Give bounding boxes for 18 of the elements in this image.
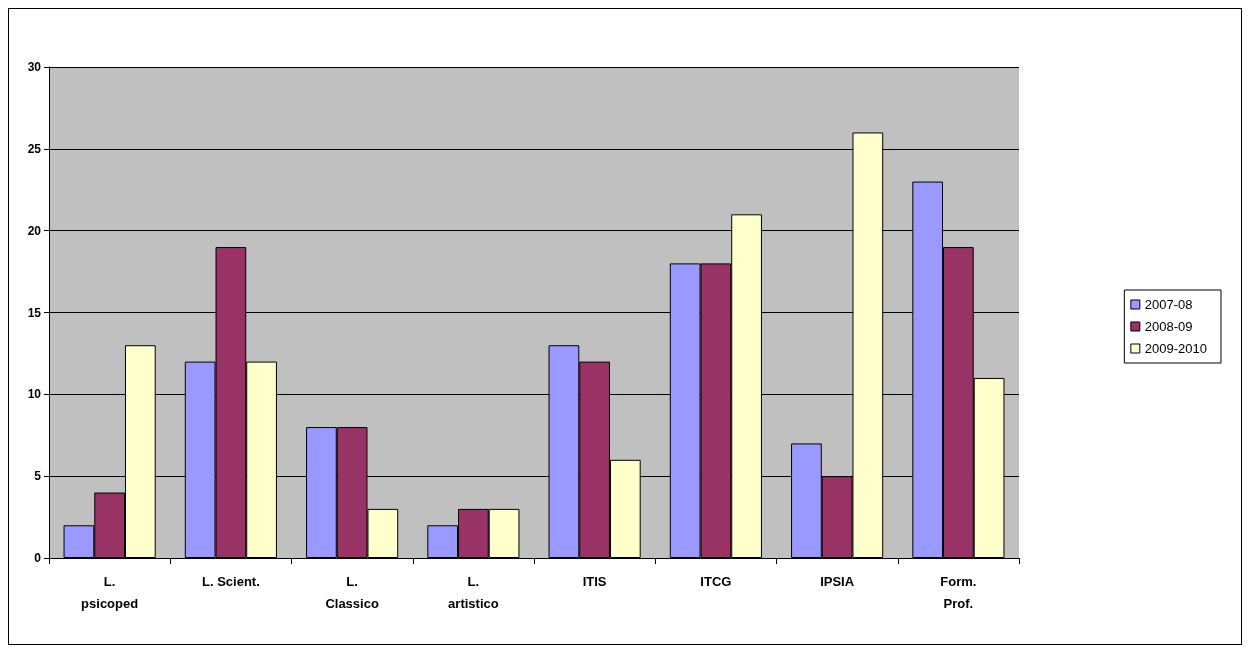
x-tick-label: L. Classico — [325, 573, 379, 611]
legend-label: 2009-2010 — [1144, 341, 1207, 356]
x-tick-label: L. artistico — [448, 573, 499, 611]
y-tick-label: 0 — [34, 551, 42, 565]
x-tick-label: L. psicoped — [81, 573, 139, 611]
x-tick-label: ITIS — [582, 573, 607, 589]
x-tick-label: IPSIA — [820, 573, 855, 589]
legend-label: 2007-08 — [1144, 297, 1193, 312]
y-tick-label: 5 — [34, 469, 42, 484]
x-tick-label: ITCG — [700, 573, 732, 589]
y-tick-label: 20 — [27, 223, 42, 238]
y-tick-label: 25 — [27, 141, 42, 156]
legend-label: 2008-09 — [1144, 319, 1193, 334]
x-tick-label: L. Scient. — [201, 573, 260, 589]
y-tick-label: 30 — [27, 60, 42, 74]
x-tick-label: Form. Prof. — [940, 573, 977, 611]
y-tick-label: 15 — [27, 305, 42, 320]
y-tick-label: 10 — [27, 387, 42, 402]
